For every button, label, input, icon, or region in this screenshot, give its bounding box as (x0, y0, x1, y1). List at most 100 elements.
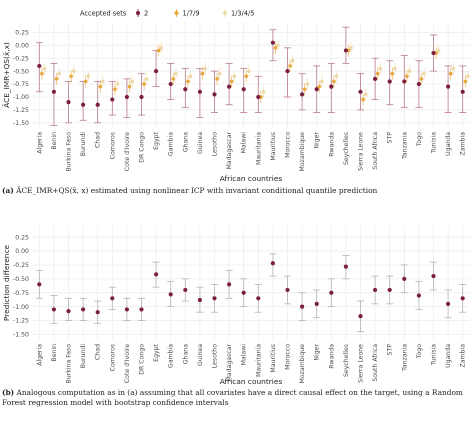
data-point (241, 87, 246, 92)
data-point (460, 89, 465, 94)
x-tick-label: Ghana (182, 132, 189, 152)
x-tick-label: Benin (51, 344, 58, 362)
data-point-set-179 (171, 77, 176, 81)
y-tick-label: -1.25 (13, 318, 29, 325)
data-point (446, 84, 451, 89)
data-point (329, 290, 334, 295)
y-tick-label: 0.00 (15, 248, 29, 255)
data-point-set-1345 (305, 82, 310, 86)
data-point-set-1345 (130, 79, 134, 84)
data-point (139, 94, 144, 100)
data-point (154, 69, 159, 74)
x-tick-label: Egypt (153, 131, 160, 149)
data-point-set-1345 (247, 69, 251, 73)
data-point-set-1345 (203, 66, 207, 71)
data-point-set-1345 (42, 66, 47, 71)
chart-a: 0.25 0.00 -0.25 -0.50 -0.75 -1.00 -1.25 -1.50 Al… (2, 9, 470, 183)
data-point (402, 276, 407, 281)
legend-label: 1/3/4/5 (231, 10, 254, 18)
legend-key (174, 11, 179, 15)
x-tick-label: Mauritius (270, 132, 277, 161)
x-tick-label: Burundi (80, 132, 87, 156)
x-axis-title: African countries (220, 377, 283, 386)
data-point (66, 100, 71, 105)
data-point (81, 102, 86, 107)
y-tick-label: -0.25 (13, 262, 29, 269)
x-tick-label: South Africa (372, 344, 379, 382)
data-point-set-1345 (101, 79, 105, 84)
x-tick-label: Tunisia (431, 132, 438, 154)
x-tick-label: Uganda (445, 132, 452, 156)
data-point (343, 48, 348, 53)
data-point-set-1345 (115, 82, 120, 86)
x-tick-label: Zambia (460, 344, 467, 368)
x-tick-label: Comoros (109, 344, 116, 371)
x-tick-label: Gambia (168, 344, 175, 368)
x-tick-label: Tanzania (401, 132, 408, 160)
x-tick-label: STP (387, 132, 394, 144)
y-tick-label: -1.50 (13, 332, 29, 339)
x-tick-label: DR Congo (139, 344, 146, 375)
x-tick-label: Sierra Leone (358, 344, 365, 383)
data-point-set-1345 (363, 92, 368, 97)
x-tick-label: Madagascar (226, 132, 233, 170)
data-point (358, 89, 363, 94)
x-tick-label: Algeria (36, 344, 43, 366)
x-tick-label: Lesotho (212, 344, 219, 369)
x-axis-title: African countries (220, 174, 283, 183)
y-axis-title: ÂCE_IMR+QS(x̄,x) (2, 42, 11, 108)
data-point (227, 84, 232, 89)
data-point (446, 301, 451, 306)
data-point (139, 307, 144, 312)
data-point-set-1345 (378, 66, 383, 71)
x-tick-label: Rwanda (328, 132, 335, 157)
data-point (168, 81, 173, 87)
data-point (256, 94, 261, 100)
x-tick-label: STP (387, 344, 394, 356)
data-point-set-1345 (144, 77, 149, 81)
data-point-set-1345 (57, 71, 61, 76)
data-point (212, 296, 217, 301)
data-point (95, 102, 100, 107)
data-point-set-179 (448, 71, 453, 76)
x-tick-label: South Africa (372, 132, 379, 170)
data-point (314, 87, 319, 92)
chart-b: 0.25 0.00 -0.25 -0.50 -0.75 -1.00 -1.25 -1.50 Al… (2, 226, 470, 386)
data-point-set-179 (332, 79, 336, 84)
legend-label: 1/7/9 (183, 10, 200, 18)
x-tick-label: Benin (51, 132, 58, 150)
data-point (387, 79, 392, 84)
x-tick-label: Mozambique (299, 344, 306, 384)
data-point (300, 92, 305, 97)
y-tick-label: 0.00 (15, 42, 29, 49)
x-tick-label: Mauritius (270, 344, 277, 373)
data-point (51, 89, 57, 94)
x-tick-label: Malawi (241, 132, 248, 154)
x-tick-label: Gambia (168, 132, 175, 156)
x-tick-label: Cote d'Ivoire (124, 344, 131, 383)
y-axis-title: Prediction difference (2, 244, 11, 321)
data-point-set-1345 (174, 71, 178, 76)
data-point (314, 301, 319, 306)
y-tick-label: 0.25 (15, 30, 29, 37)
x-tick-label: Burundi (80, 344, 87, 368)
data-point-set-179 (142, 82, 146, 86)
x-tick-label: Malawi (241, 344, 248, 366)
data-point (81, 307, 86, 312)
x-tick-label: Niger (314, 344, 321, 361)
caption-a-label: (a) (2, 186, 14, 195)
data-point-set-179 (229, 79, 234, 84)
data-point-set-179 (186, 79, 190, 84)
y-tick-label: -0.75 (13, 290, 29, 297)
data-point-set-1345 (422, 71, 426, 76)
data-point (431, 50, 436, 56)
data-point-set-1345 (276, 43, 280, 48)
x-tick-label: Togo (416, 132, 423, 147)
x-tick-label: Uganda (445, 344, 452, 368)
x-tick-label: Seychelles (343, 132, 350, 165)
x-tick-label: Comoros (109, 132, 116, 159)
data-point (227, 282, 232, 287)
data-point (460, 296, 465, 301)
data-point-set-1345 (320, 79, 324, 84)
caption-a: (a) ÂCE_IMR+QS(x̄, x) estimated using no… (2, 186, 472, 196)
